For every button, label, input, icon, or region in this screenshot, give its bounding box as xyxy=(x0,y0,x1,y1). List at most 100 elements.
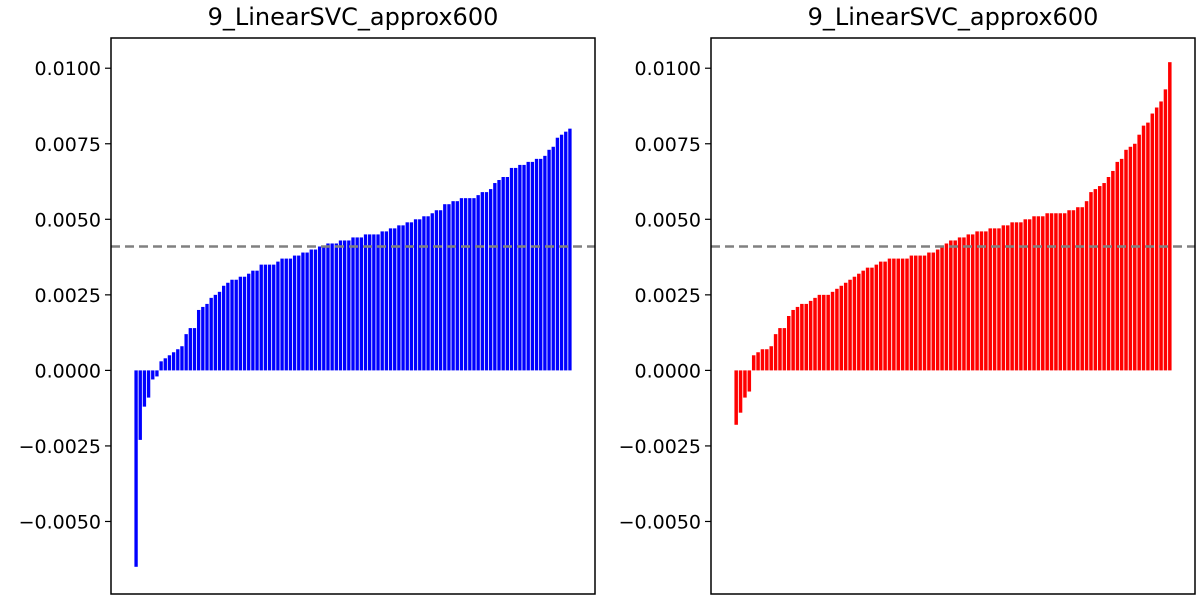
bar xyxy=(238,276,243,371)
bar xyxy=(1076,207,1080,371)
y-tick-label: 0.0000 xyxy=(35,360,101,382)
bar xyxy=(861,270,865,371)
bar xyxy=(297,255,301,371)
bar xyxy=(434,210,439,371)
bar xyxy=(865,267,870,371)
bar xyxy=(984,231,988,371)
y-axis: −0.0050 −0.0025 0.0000 0.0025 0.0050 0.0075 0.… xyxy=(19,58,111,533)
bar xyxy=(255,270,259,371)
bar xyxy=(1163,89,1168,371)
bar xyxy=(1045,213,1049,371)
bar xyxy=(443,204,447,371)
bar xyxy=(878,261,883,371)
bar xyxy=(896,258,900,371)
bar xyxy=(288,258,293,371)
bar xyxy=(397,225,401,371)
bar xyxy=(1006,225,1010,371)
bar xyxy=(957,237,962,371)
bar xyxy=(359,237,364,371)
bar xyxy=(1001,225,1006,371)
y-tick-label: 0.0025 xyxy=(35,285,101,307)
y-tick-label: 0.0100 xyxy=(35,58,101,80)
bar xyxy=(551,146,555,371)
plot-frame xyxy=(110,37,596,595)
bar xyxy=(438,210,443,371)
bar xyxy=(839,285,844,371)
bar xyxy=(914,255,918,371)
bar xyxy=(1036,216,1041,371)
bar xyxy=(791,309,795,371)
bar xyxy=(738,370,743,413)
bar xyxy=(975,231,979,371)
bar xyxy=(1102,183,1106,371)
bar xyxy=(1014,222,1019,371)
y-tick-label: −0.0050 xyxy=(619,511,701,533)
bar xyxy=(205,303,209,371)
bar xyxy=(451,201,455,371)
bar xyxy=(518,164,522,371)
bar xyxy=(813,297,817,371)
bar xyxy=(372,234,376,371)
y-tick-label: −0.0025 xyxy=(619,436,701,458)
bar xyxy=(401,225,405,371)
bar xyxy=(800,303,804,371)
bar xyxy=(488,189,493,371)
bar xyxy=(786,316,791,371)
bar xyxy=(1119,158,1124,371)
bar xyxy=(272,264,276,371)
y-tick-label: −0.0025 xyxy=(19,436,101,458)
bar xyxy=(263,264,268,371)
bar xyxy=(501,177,505,371)
bar xyxy=(497,180,501,371)
bar xyxy=(848,279,852,371)
bar xyxy=(276,261,280,371)
bar xyxy=(155,370,159,377)
bar xyxy=(1128,146,1133,371)
bar xyxy=(979,231,984,371)
bar xyxy=(870,267,874,371)
bar xyxy=(530,161,535,371)
bar xyxy=(830,291,835,371)
bar xyxy=(322,246,326,371)
bar xyxy=(259,264,263,371)
bar xyxy=(804,303,809,371)
bar-series xyxy=(134,128,572,567)
bar xyxy=(1010,222,1014,371)
bar xyxy=(351,237,355,371)
bar xyxy=(953,240,957,371)
bar xyxy=(384,231,389,371)
bar xyxy=(334,243,338,371)
bar xyxy=(280,258,284,371)
bar xyxy=(970,234,975,371)
bar xyxy=(966,234,971,371)
bar xyxy=(142,370,147,407)
plot-frame xyxy=(710,37,1196,595)
bar xyxy=(1067,210,1071,371)
bar xyxy=(992,228,997,371)
bar xyxy=(242,276,247,371)
bar xyxy=(1093,189,1098,371)
bar xyxy=(347,240,351,371)
bar xyxy=(338,240,343,371)
bar xyxy=(822,294,826,371)
bar xyxy=(505,177,510,371)
bar xyxy=(817,294,822,371)
bar xyxy=(422,216,426,371)
bar xyxy=(843,282,848,371)
y-tick-label: 0.0075 xyxy=(35,134,101,156)
bar xyxy=(1168,62,1172,371)
bar xyxy=(997,228,1001,371)
bar xyxy=(852,276,857,371)
bar xyxy=(1049,213,1054,371)
bar xyxy=(493,183,497,371)
bar xyxy=(151,370,155,380)
bar xyxy=(251,270,255,371)
bar xyxy=(222,285,226,371)
bar xyxy=(455,201,459,371)
bar xyxy=(887,258,892,371)
bar xyxy=(769,346,773,371)
bar xyxy=(305,252,309,371)
bar xyxy=(900,258,905,371)
bar xyxy=(931,252,936,371)
bar xyxy=(1154,107,1159,371)
